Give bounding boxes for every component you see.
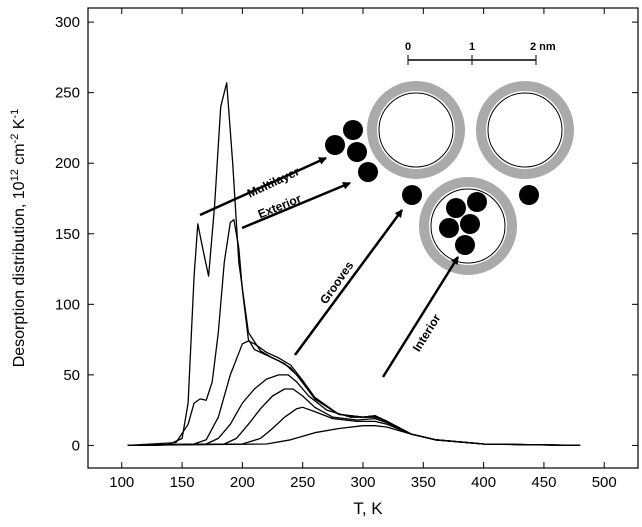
x-axis-label: T, K bbox=[353, 499, 383, 518]
arrow bbox=[381, 256, 460, 378]
tube-wall bbox=[378, 92, 454, 168]
plot-frame bbox=[87, 7, 639, 469]
y-tick-label: 50 bbox=[63, 367, 80, 384]
tube bbox=[476, 81, 574, 179]
molecule bbox=[325, 135, 345, 155]
arrow bbox=[199, 156, 327, 217]
molecule bbox=[455, 235, 475, 255]
y-tick-label: 250 bbox=[55, 85, 80, 102]
x-tick-label: 300 bbox=[350, 474, 375, 491]
molecule bbox=[347, 142, 367, 162]
y-label-part: cm bbox=[11, 143, 28, 169]
y-label-part: Desorption distribution, 10 bbox=[11, 181, 28, 367]
molecule bbox=[446, 198, 466, 218]
x-tick-label: 500 bbox=[592, 474, 617, 491]
y-axis-label: Desorption distribution, 1012 cm-2 K-1 bbox=[9, 109, 28, 368]
y-label-superscript: 12 bbox=[9, 169, 21, 181]
y-label-superscript: -2 bbox=[9, 134, 21, 144]
molecule bbox=[439, 218, 459, 238]
y-tick-label: 200 bbox=[55, 155, 80, 172]
y-tick-label: 300 bbox=[55, 14, 80, 31]
y-tick-label: 150 bbox=[55, 226, 80, 243]
scale-label: 0 bbox=[405, 41, 411, 53]
tube-wall bbox=[430, 188, 506, 264]
x-tick-label: 400 bbox=[471, 474, 496, 491]
nanotube-diagram: 0 1 2 nm bbox=[325, 41, 574, 275]
molecule bbox=[402, 185, 422, 205]
curve bbox=[127, 374, 581, 447]
tube bbox=[367, 81, 465, 179]
arrow bbox=[293, 209, 404, 356]
y-tick-label: 100 bbox=[55, 296, 80, 313]
arrow bbox=[241, 181, 351, 230]
molecule bbox=[460, 214, 480, 234]
x-tick-label: 200 bbox=[230, 474, 255, 491]
x-tick-label: 350 bbox=[411, 474, 436, 491]
molecule bbox=[467, 192, 487, 212]
molecule bbox=[519, 185, 539, 205]
scale-label: 1 bbox=[469, 41, 475, 53]
tube-wall bbox=[487, 92, 563, 168]
x-tick-label: 250 bbox=[290, 474, 315, 491]
tube bbox=[419, 177, 517, 275]
x-tick-label: 450 bbox=[531, 474, 556, 491]
x-tick-label: 150 bbox=[170, 474, 195, 491]
curve bbox=[127, 340, 581, 447]
scale-label: 2 nm bbox=[530, 41, 556, 53]
molecule bbox=[358, 162, 378, 182]
annotation: Exterior bbox=[256, 191, 304, 221]
molecule bbox=[343, 120, 363, 140]
curve bbox=[127, 425, 581, 447]
y-label-part: K bbox=[11, 118, 28, 133]
y-tick-label: 0 bbox=[72, 437, 80, 454]
x-tick-label: 100 bbox=[109, 474, 134, 491]
y-label-superscript: -1 bbox=[9, 109, 21, 119]
annotation: Interior bbox=[410, 311, 444, 354]
